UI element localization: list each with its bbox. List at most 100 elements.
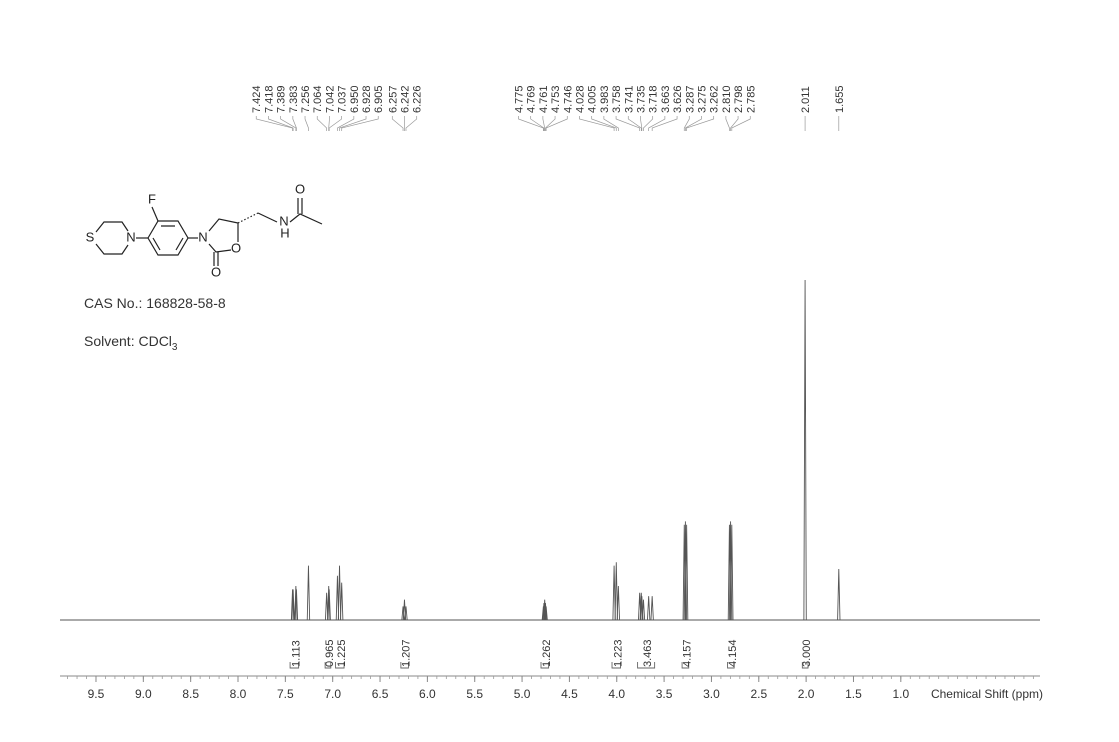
peak-connector xyxy=(255,116,293,131)
peak-connector xyxy=(685,116,702,131)
peak-label: 4.005 xyxy=(587,85,599,113)
peak-label: 2.011 xyxy=(800,86,812,113)
x-tick-label: 7.0 xyxy=(324,687,341,701)
integral-label: 1.113 xyxy=(290,640,302,667)
peak-label: 2.798 xyxy=(733,85,745,113)
integral-label: 4.154 xyxy=(727,639,739,667)
x-tick-label: 1.0 xyxy=(892,687,909,701)
solvent-text: Solvent: CDCl xyxy=(84,333,172,349)
peak-label: 6.242 xyxy=(399,85,411,113)
x-tick-label: 6.5 xyxy=(372,687,389,701)
bond xyxy=(257,198,323,225)
peak xyxy=(543,602,548,621)
atom: F xyxy=(148,191,156,206)
peak-label: 4.746 xyxy=(562,85,574,113)
x-tick-label: 3.0 xyxy=(703,687,720,701)
peak xyxy=(682,524,686,621)
integral-bracket xyxy=(727,662,735,669)
x-tick-label: 5.0 xyxy=(514,687,531,701)
peak-label: 7.424 xyxy=(251,85,263,113)
peak-label: 3.262 xyxy=(709,85,721,113)
peak-label: 3.758 xyxy=(611,85,623,113)
peak-label: 4.753 xyxy=(550,85,562,113)
x-tick-label: 3.5 xyxy=(656,687,673,701)
peak-connector xyxy=(518,116,544,131)
atom: O xyxy=(211,264,221,279)
peak-connector xyxy=(640,116,643,131)
atom: N xyxy=(126,229,135,244)
peak-label: 3.663 xyxy=(660,85,672,113)
peak xyxy=(327,589,331,621)
peak xyxy=(614,562,618,621)
x-tick-label: 7.5 xyxy=(277,687,294,701)
integral-label: 1.207 xyxy=(401,639,413,667)
peak-connector xyxy=(339,116,367,131)
peak-connector xyxy=(683,116,690,131)
peak-label: 3.983 xyxy=(599,85,611,113)
x-tick-label: 4.5 xyxy=(561,687,578,701)
peak-connector xyxy=(643,116,654,131)
peak xyxy=(641,599,646,621)
peak-label: 7.037 xyxy=(337,85,349,113)
peak-label: 3.741 xyxy=(623,85,635,113)
integral-bracket xyxy=(400,662,409,669)
peak-connector xyxy=(545,116,568,131)
bond xyxy=(213,252,219,266)
solvent: Solvent: CDCl3 xyxy=(84,333,178,353)
atom: O xyxy=(295,181,305,196)
peak xyxy=(404,606,408,621)
peak-connector xyxy=(328,116,342,131)
peak-connector xyxy=(545,116,556,131)
peak-connector xyxy=(627,116,642,131)
atom: S xyxy=(86,229,95,244)
peak-connector xyxy=(542,116,546,131)
peak xyxy=(837,568,841,621)
peak-label: 3.735 xyxy=(635,85,647,113)
peak-connector xyxy=(530,116,545,131)
integral-bracket xyxy=(335,662,345,669)
peak-label: 4.775 xyxy=(513,85,525,113)
x-tick-label: 4.0 xyxy=(608,687,625,701)
peak xyxy=(294,585,298,621)
peak-label: 7.383 xyxy=(288,85,300,113)
peak xyxy=(616,585,621,621)
atom: N xyxy=(198,229,207,244)
integral-label: 3.000 xyxy=(801,639,813,667)
peak-label: 1.655 xyxy=(834,85,846,113)
x-tick-label: 9.0 xyxy=(135,687,152,701)
peak-connector xyxy=(405,116,418,131)
peak-label: 7.256 xyxy=(300,85,312,113)
peak-label: 6.226 xyxy=(412,85,424,113)
x-tick-label: 5.5 xyxy=(466,687,483,701)
peak-connector xyxy=(579,116,615,131)
peak-connector xyxy=(725,116,730,131)
integral-bracket xyxy=(637,662,656,669)
peak-label: 6.950 xyxy=(349,85,361,113)
peak-connector xyxy=(603,116,619,131)
x-axis-label: Chemical Shift (ppm) xyxy=(931,687,1043,701)
integral-label: 1.223 xyxy=(612,639,624,667)
peak xyxy=(612,565,616,621)
peak-label: 3.287 xyxy=(684,85,696,113)
peak-label: 4.769 xyxy=(526,85,538,113)
peak xyxy=(650,596,654,621)
peak xyxy=(294,589,299,621)
bond xyxy=(152,225,184,251)
bond xyxy=(95,221,129,255)
peak-connector xyxy=(731,116,751,131)
peak xyxy=(684,524,689,621)
x-tick-label: 2.5 xyxy=(750,687,767,701)
peak-label: 6.928 xyxy=(361,85,373,113)
peak-connector xyxy=(316,116,327,131)
bond xyxy=(237,212,259,224)
peak-label: 7.389 xyxy=(276,85,288,113)
integral-label: 0.965 xyxy=(324,639,336,667)
peak-label: 7.042 xyxy=(324,85,336,113)
x-tick-label: 6.0 xyxy=(419,687,436,701)
atom: N xyxy=(279,213,288,228)
structure: F S N N O O N H O xyxy=(86,181,323,279)
x-tick-label: 8.5 xyxy=(182,687,199,701)
peak-connector xyxy=(341,116,379,131)
peak-label: 7.418 xyxy=(263,85,275,113)
